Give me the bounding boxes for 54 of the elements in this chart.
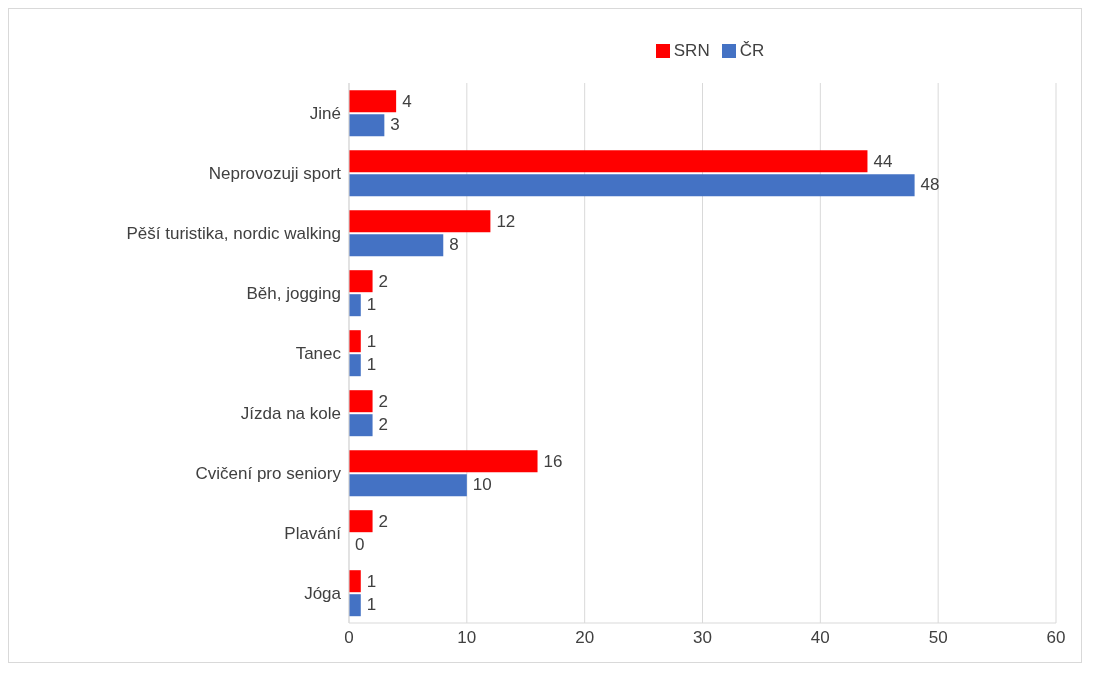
bar bbox=[349, 474, 467, 497]
bar bbox=[349, 414, 373, 437]
y-tick-label: Neprovozuji sport bbox=[208, 164, 342, 184]
bar bbox=[349, 594, 361, 617]
bar bbox=[349, 270, 373, 293]
x-tick-label: 10 bbox=[457, 628, 477, 648]
data-label: 8 bbox=[449, 235, 459, 255]
y-tick-label: Jiné bbox=[309, 104, 341, 124]
bar bbox=[349, 330, 361, 353]
bar bbox=[349, 294, 361, 317]
x-tick-label: 50 bbox=[928, 628, 948, 648]
data-label: 1 bbox=[366, 295, 377, 315]
x-tick-label: 20 bbox=[575, 628, 595, 648]
data-label: 1 bbox=[366, 355, 377, 375]
data-label: 48 bbox=[920, 175, 940, 195]
bar bbox=[349, 510, 373, 533]
y-tick-label: Plavání bbox=[284, 524, 342, 544]
legend-label: SRN bbox=[672, 41, 710, 61]
y-tick-label: Jóga bbox=[304, 584, 342, 604]
data-label: 1 bbox=[366, 571, 377, 591]
data-label: 2 bbox=[378, 415, 389, 435]
x-tick-label: 60 bbox=[1046, 628, 1066, 648]
data-label: 0 bbox=[355, 535, 365, 555]
data-label: 2 bbox=[378, 391, 389, 411]
data-label: 1 bbox=[366, 595, 377, 615]
y-tick-label: Jízda na kole bbox=[240, 404, 341, 424]
y-tick-label: Pěší turistika, nordic walking bbox=[126, 224, 341, 244]
data-label: 44 bbox=[873, 151, 893, 171]
x-tick-label: 40 bbox=[810, 628, 830, 648]
x-tick-label: 0 bbox=[344, 628, 354, 648]
bar bbox=[349, 114, 385, 137]
y-tick-label: Běh, jogging bbox=[246, 284, 341, 304]
bar bbox=[349, 570, 361, 593]
data-label: 2 bbox=[378, 511, 389, 531]
data-label: 4 bbox=[402, 91, 412, 111]
bar bbox=[349, 234, 444, 257]
data-label: 10 bbox=[472, 475, 492, 495]
legend: SRN ČR bbox=[9, 29, 1081, 73]
bar bbox=[349, 354, 361, 377]
bar bbox=[349, 174, 915, 197]
legend-label: ČR bbox=[738, 41, 765, 61]
data-label: 16 bbox=[543, 451, 563, 471]
y-tick-label: Tanec bbox=[295, 344, 342, 364]
x-tick-label: 30 bbox=[693, 628, 712, 648]
y-tick-label: Cvičení pro seniory bbox=[195, 464, 342, 484]
bar bbox=[349, 150, 868, 173]
bar bbox=[349, 90, 397, 113]
bar bbox=[349, 210, 491, 233]
data-label: 1 bbox=[366, 331, 377, 351]
bar bbox=[349, 390, 373, 413]
bar bbox=[349, 450, 538, 473]
data-label: 3 bbox=[390, 115, 400, 135]
data-label: 12 bbox=[496, 211, 516, 231]
data-label: 2 bbox=[378, 271, 389, 291]
